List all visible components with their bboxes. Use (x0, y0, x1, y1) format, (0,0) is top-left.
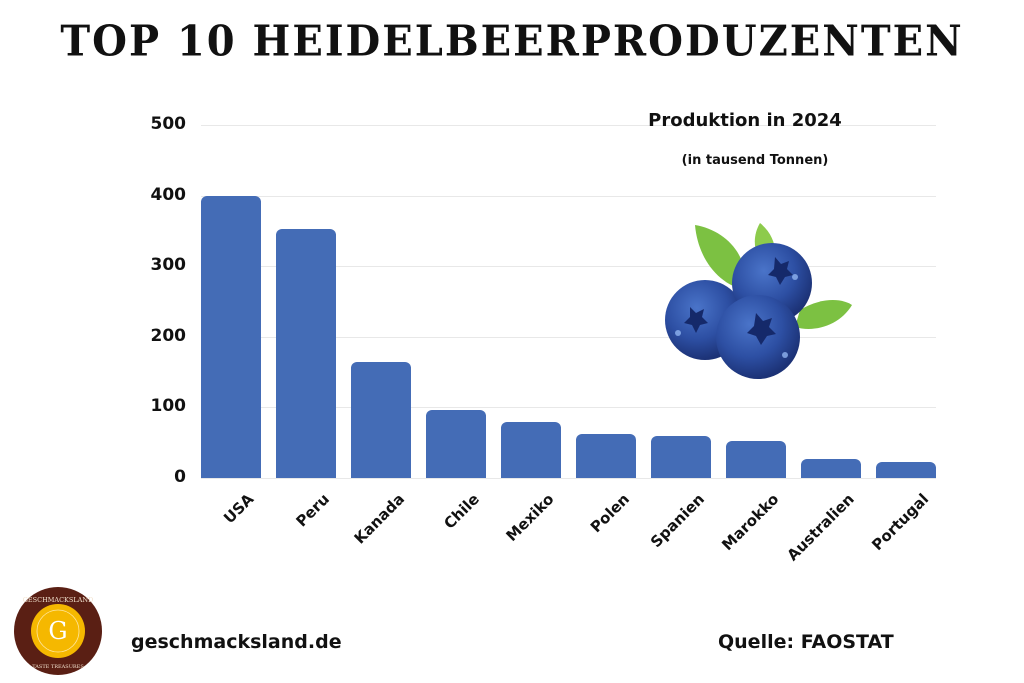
gridline (201, 336, 936, 338)
y-tick-label: 400 (150, 184, 187, 205)
x-tick-label: Peru (292, 490, 333, 531)
bar-mexiko (501, 421, 561, 478)
gridline (201, 266, 936, 268)
y-tick-label: 200 (150, 325, 187, 346)
svg-text:G: G (48, 617, 67, 645)
gridline (201, 407, 936, 409)
bar-chile (426, 409, 486, 478)
bar-australien (801, 458, 861, 478)
page-title: TOP 10 HEIDELBEERPRODUZENTEN (60, 16, 964, 67)
bar-kanada (351, 361, 411, 478)
gridline (201, 478, 936, 479)
bar-spanien (651, 435, 711, 478)
gridline (201, 125, 936, 126)
blueberries-illustration-icon (665, 223, 852, 379)
source-label: Quelle: FAOSTAT (718, 631, 894, 653)
y-tick-label: 100 (150, 396, 187, 417)
x-tick-label: Australien (783, 490, 858, 565)
chart-subtitle: Produktion in 2024 (648, 110, 842, 131)
bar-marokko (726, 440, 786, 478)
y-tick-label: 300 (150, 255, 187, 276)
x-tick-label: Spanien (646, 490, 708, 552)
website-link[interactable]: geschmacksland.de (131, 631, 342, 653)
bar-usa (201, 195, 261, 478)
x-tick-label: Mexiko (502, 490, 558, 546)
y-tick-label: 0 (174, 467, 186, 487)
y-tick-label: 500 (150, 114, 187, 134)
geschmacksland-logo-icon: G GESCHMACKSLAND TASTE TREASURES (14, 587, 102, 675)
x-tick-label: Chile (440, 490, 483, 533)
x-tick-label: USA (220, 490, 258, 528)
svg-text:GESCHMACKSLAND: GESCHMACKSLAND (23, 596, 94, 604)
bar-peru (276, 228, 336, 478)
x-tick-label: Marokko (718, 490, 783, 555)
svg-text:TASTE TREASURES: TASTE TREASURES (32, 664, 84, 670)
x-tick-label: Kanada (350, 490, 408, 548)
x-tick-label: Portugal (868, 490, 933, 555)
bar-polen (576, 434, 636, 478)
bar-portugal (876, 462, 936, 478)
x-tick-label: Polen (586, 490, 633, 537)
gridline (201, 195, 936, 197)
unit-note: (in tausend Tonnen) (681, 153, 829, 168)
